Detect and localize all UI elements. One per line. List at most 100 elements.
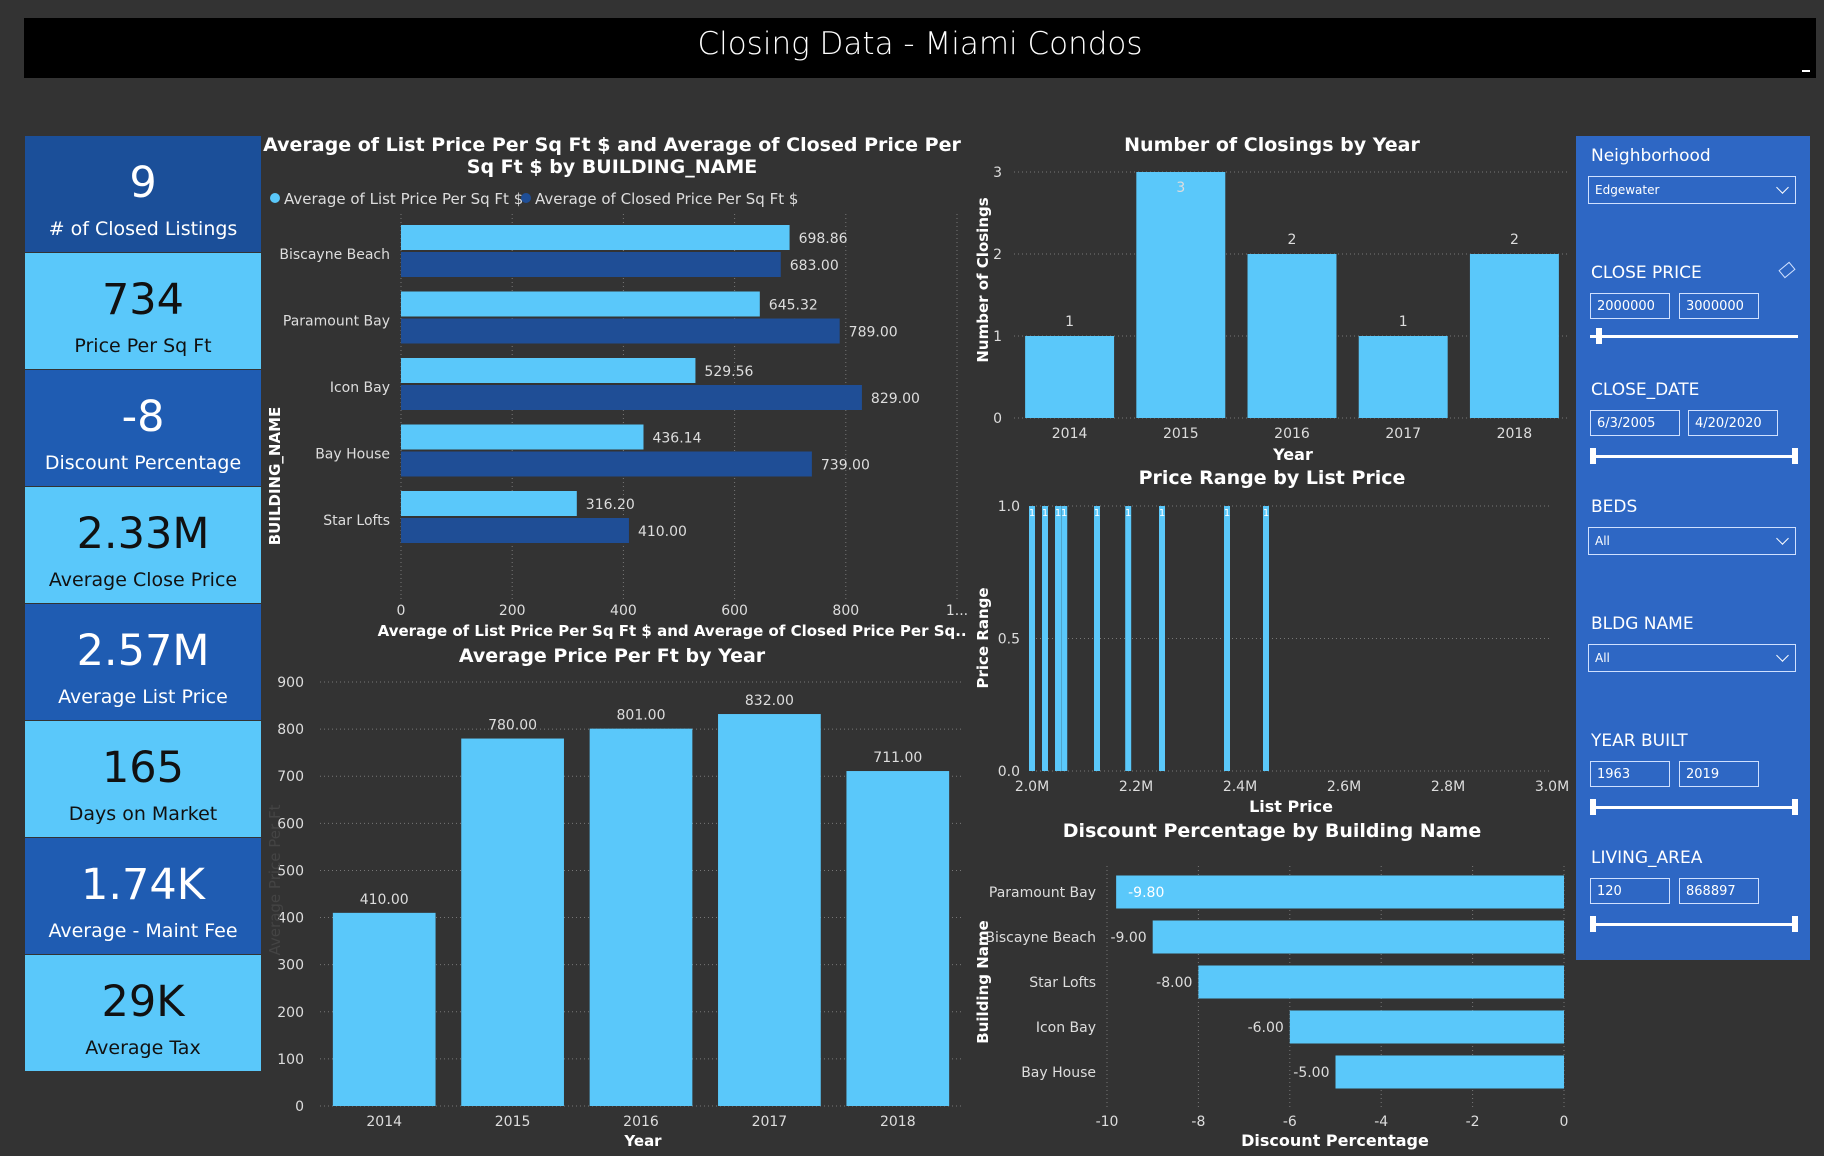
y-tick-label: 900 — [277, 675, 304, 691]
dropdown-value: All — [1595, 534, 1610, 548]
slider-handle-max[interactable] — [1792, 916, 1798, 932]
close-date-min-input[interactable]: 6/3/2005 — [1590, 410, 1680, 436]
living-area-min-input[interactable]: 120 — [1590, 878, 1670, 904]
year-built-max-input[interactable]: 2019 — [1679, 761, 1759, 787]
living-area-max-input[interactable]: 868897 — [1679, 878, 1759, 904]
y-tick-label: Bay House — [315, 447, 390, 463]
bar-closed — [401, 318, 840, 344]
eraser-icon[interactable] — [1778, 261, 1796, 279]
slider-handle-min[interactable] — [1590, 916, 1596, 932]
x-tick-label: 3.0M — [1535, 779, 1569, 795]
y-tick-label: 0.0 — [998, 764, 1020, 780]
slider-handle-max[interactable] — [1792, 799, 1798, 815]
x-tick-label: -2 — [1466, 1114, 1480, 1130]
bar-list — [401, 225, 790, 250]
slider-handle-max[interactable] — [1792, 448, 1798, 464]
input-value: 2019 — [1686, 767, 1720, 782]
bar — [718, 714, 821, 1106]
kpi-value: -8 — [121, 392, 165, 442]
kpi-card-closed-listings: 9 # of Closed Listings — [25, 136, 261, 253]
data-label: 832.00 — [745, 693, 794, 709]
slicer-bldg-name: BLDG NAME All — [1576, 604, 1810, 721]
y-tick-label: 300 — [277, 958, 304, 974]
x-tick-label: 2018 — [880, 1114, 916, 1130]
bar — [1125, 506, 1132, 771]
x-tick-label: 2.8M — [1431, 779, 1465, 795]
y-tick-label: Paramount Bay — [283, 314, 390, 330]
neighborhood-dropdown[interactable]: Edgewater — [1588, 176, 1796, 204]
price-range-by-list-price-chart: 0.00.51.02.0M 2.2M 2.4M 2.6M 2.8M 3.0M1 1 1 1 1 1 1… — [974, 499, 1569, 816]
bar — [1061, 506, 1068, 771]
close-price-min-input[interactable]: 2000000 — [1590, 293, 1670, 319]
bar — [1247, 254, 1337, 418]
price-range-chart-title: Price Range by List Price — [1138, 467, 1406, 489]
legend-label-list[interactable]: Average of List Price Per Sq Ft $ — [284, 190, 523, 208]
data-label: -9.00 — [1110, 930, 1146, 946]
data-label: 683.00 — [790, 258, 839, 274]
kpi-card-avg-tax: 29K Average Tax — [25, 955, 261, 1072]
data-label: 1 — [1224, 508, 1230, 519]
slicer-title: BLDG NAME — [1591, 614, 1694, 634]
year-built-min-input[interactable]: 1963 — [1590, 761, 1670, 787]
bar — [846, 771, 950, 1106]
discount-by-building-chart: -10 -8 -6 -4 -2 0 Paramount Bay -9.80 Biscayne B… — [974, 866, 1569, 1150]
y-tick-label: Icon Bay — [330, 380, 390, 396]
legend-label-closed[interactable]: Average of Closed Price Per Sq Ft $ — [535, 190, 798, 208]
price-range-y-axis-label: Price Range — [974, 587, 992, 688]
discount-y-axis-label: Building Name — [974, 920, 992, 1043]
y-tick-label: Biscayne Beach — [985, 930, 1096, 946]
kpi-card-avg-close-price: 2.33M Average Close Price — [25, 487, 261, 604]
y-tick-label: 1.0 — [998, 499, 1020, 515]
kpi-value: 1.74K — [81, 860, 205, 910]
kpi-label: Discount Percentage — [44, 452, 242, 474]
data-label: 1 — [1263, 508, 1269, 519]
bar — [1094, 506, 1100, 771]
x-tick-label: 0 — [397, 603, 406, 619]
x-tick-label: 200 — [499, 603, 526, 619]
x-tick-label: 2.2M — [1119, 779, 1153, 795]
x-tick-label: -6 — [1283, 1114, 1297, 1130]
x-tick-label: 0 — [1560, 1114, 1569, 1130]
minimize-icon[interactable] — [1802, 70, 1810, 72]
bar — [1042, 506, 1048, 771]
dropdown-value: All — [1595, 651, 1610, 665]
data-label: 739.00 — [821, 458, 870, 474]
chevron-down-icon — [1776, 181, 1789, 194]
y-tick-label: Paramount Bay — [989, 885, 1096, 901]
slicer-title: LIVING_AREA — [1591, 848, 1703, 868]
slider-handle-min[interactable] — [1590, 448, 1596, 464]
x-tick-label: -8 — [1191, 1114, 1205, 1130]
bar-closed — [401, 252, 781, 277]
ppsf-y-axis-label: BUILDING_NAME — [266, 407, 284, 546]
kpi-card-price-per-sqft: 734 Price Per Sq Ft — [25, 253, 261, 370]
discount-chart-title: Discount Percentage by Building Name — [1062, 820, 1482, 842]
data-label: 1 — [1065, 314, 1074, 330]
slider-handle-min[interactable] — [1590, 799, 1596, 815]
beds-dropdown[interactable]: All — [1588, 527, 1796, 555]
x-tick-label: 2018 — [1497, 426, 1533, 442]
living-area-slider[interactable] — [1590, 916, 1798, 932]
bar — [1055, 506, 1061, 771]
data-label: 1 — [1399, 314, 1408, 330]
kpi-card-avg-list-price: 2.57M Average List Price — [25, 604, 261, 721]
bar — [332, 912, 436, 1106]
slider-handle-min[interactable] — [1596, 328, 1603, 344]
x-tick-label: 2017 — [752, 1114, 788, 1130]
y-tick-label: 2 — [993, 247, 1002, 263]
bldg-name-dropdown[interactable]: All — [1588, 644, 1796, 672]
bar — [1152, 920, 1564, 954]
y-tick-label: 400 — [277, 911, 304, 927]
closings-x-axis-label: Year — [1272, 445, 1313, 464]
data-label: 698.86 — [799, 231, 848, 247]
close-date-slider[interactable] — [1590, 448, 1798, 464]
y-tick-label: 0.5 — [998, 632, 1020, 648]
close-price-slider[interactable] — [1590, 328, 1798, 344]
close-price-max-input[interactable]: 3000000 — [1679, 293, 1759, 319]
close-date-max-input[interactable]: 4/20/2020 — [1688, 410, 1778, 436]
data-label: 1 — [1029, 508, 1035, 519]
year-built-slider[interactable] — [1590, 799, 1798, 815]
dropdown-value: Edgewater — [1595, 183, 1660, 197]
data-label: 2 — [1288, 232, 1297, 248]
slicer-close-price: CLOSE PRICE 2000000 3000000 — [1576, 253, 1810, 370]
y-tick-label: 600 — [277, 816, 304, 832]
